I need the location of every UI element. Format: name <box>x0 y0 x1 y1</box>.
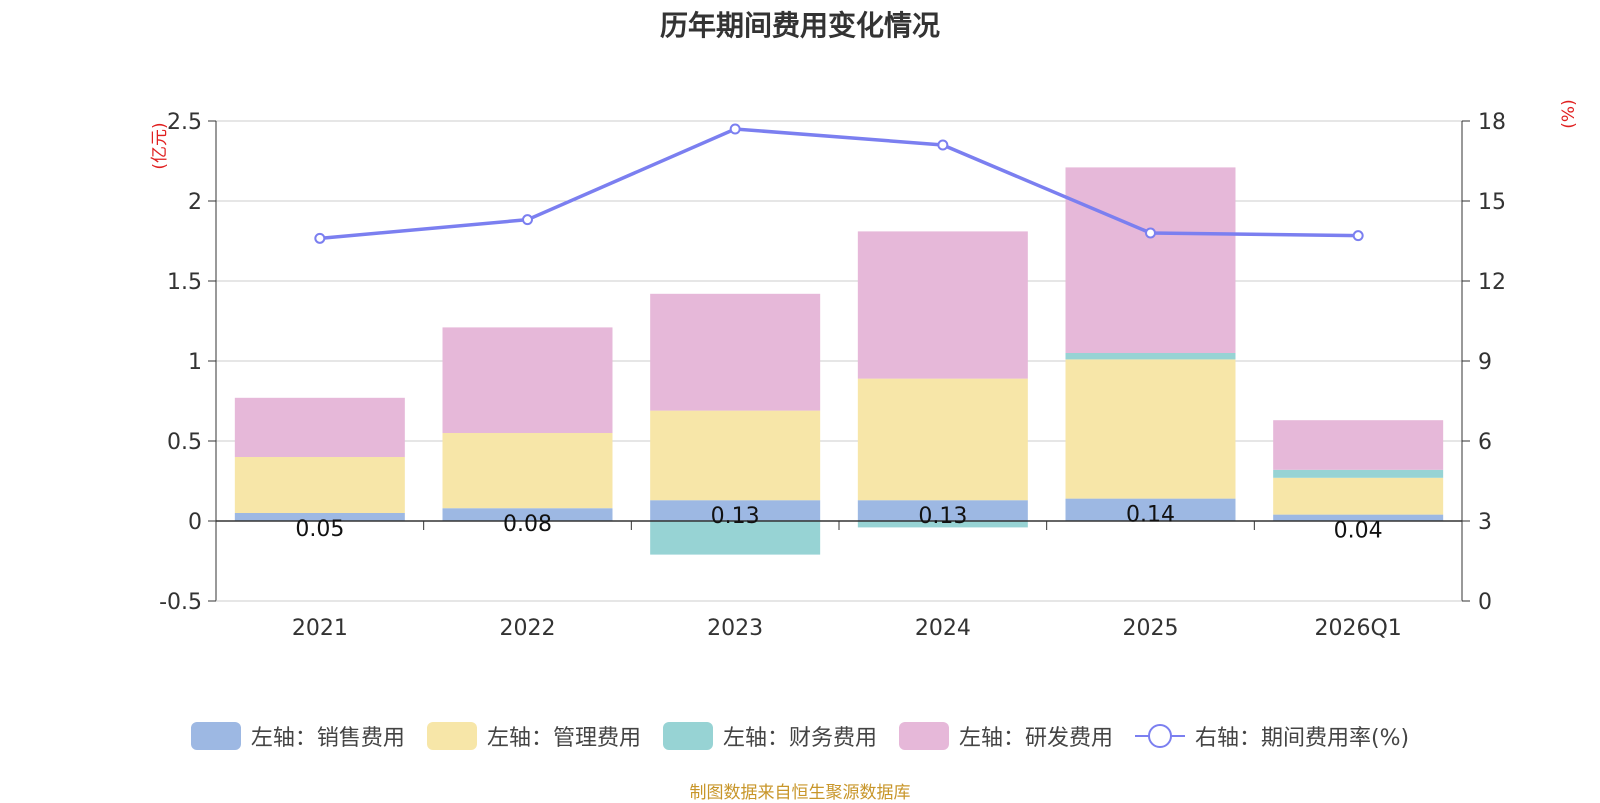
rate-line <box>319 127 1359 241</box>
data-label: 0.13 <box>918 504 967 529</box>
rate-point-2025 <box>1145 227 1156 239</box>
bar-2-2024 <box>857 378 1028 501</box>
rate-point-2023 <box>729 123 741 135</box>
bar-4-2023 <box>650 293 821 411</box>
category-label: 2021 <box>292 616 348 641</box>
legend-swatch-admin <box>426 722 477 750</box>
bar-2-2025 <box>1065 359 1236 499</box>
legend-label-sales: 左轴：销售费用 <box>250 726 405 751</box>
source-note: 制图数据来自恒生聚源数据库 <box>689 783 911 803</box>
right-tick-label: 0 <box>1478 590 1492 615</box>
legend-swatch-sales <box>190 722 241 750</box>
bar-3-2024 <box>857 521 1028 528</box>
left-tick-label: 0.5 <box>167 430 202 455</box>
bar-1-2023 <box>650 500 821 521</box>
bar-2-2021 <box>234 457 405 513</box>
legend-label-finance: 左轴：财务费用 <box>722 726 877 751</box>
right-tick-label: 6 <box>1478 430 1492 455</box>
data-label: 0.04 <box>1334 519 1383 544</box>
bar-4-2021 <box>234 397 405 457</box>
bar-2-2022 <box>442 433 613 509</box>
right-tick-label: 3 <box>1478 510 1492 535</box>
left-tick-label: 1 <box>188 350 202 375</box>
data-label: 0.05 <box>295 517 344 542</box>
bar-4-2026Q1 <box>1273 420 1444 470</box>
rate-point-2022 <box>522 214 533 226</box>
legend-label-admin: 左轴：管理费用 <box>486 726 641 751</box>
bar-2-2026Q1 <box>1273 477 1444 515</box>
bar-1-2022 <box>442 508 613 521</box>
legend-item-finance[interactable]: 左轴：财务费用 <box>662 720 877 752</box>
rate-point-2021 <box>314 232 326 244</box>
right-tick-label: 18 <box>1478 110 1506 135</box>
bar-3-2026Q1 <box>1273 469 1444 478</box>
left-tick-label: 1.5 <box>167 270 202 295</box>
left-axis-label: (亿元) <box>150 122 170 169</box>
left-tick-label: 0 <box>188 510 202 535</box>
legend: 左轴：销售费用 左轴：管理费用 左轴：财务费用 左轴：研发费用 右轴：期间费用率… <box>0 720 1600 752</box>
data-label: 0.14 <box>1126 503 1175 528</box>
rate-point-2024 <box>937 139 949 151</box>
bar-1-2025 <box>1065 498 1236 521</box>
category-label: 2023 <box>707 616 763 641</box>
bar-3-2025 <box>1065 353 1236 360</box>
legend-label-rate: 右轴：期间费用率(%) <box>1194 726 1410 751</box>
bar-3-2023 <box>650 521 821 555</box>
bar-1-2021 <box>234 513 405 521</box>
right-tick-label: 12 <box>1478 270 1506 295</box>
left-tick-label: 2.5 <box>167 110 202 135</box>
data-label: 0.08 <box>503 512 552 537</box>
category-label: 2026Q1 <box>1315 616 1402 641</box>
legend-swatch-rate <box>1134 722 1185 750</box>
bar-2-2023 <box>650 410 821 501</box>
bar-1-2026Q1 <box>1273 514 1444 521</box>
right-axis-label: (%) <box>1559 99 1579 128</box>
left-tick-label: 2 <box>188 190 202 215</box>
data-label: 0.13 <box>711 504 760 529</box>
legend-item-rate[interactable]: 右轴：期间费用率(%) <box>1134 720 1410 752</box>
bar-4-2025 <box>1065 167 1236 353</box>
right-tick-label: 15 <box>1478 190 1506 215</box>
left-tick-label: -0.5 <box>159 590 202 615</box>
legend-item-rnd[interactable]: 左轴：研发费用 <box>898 720 1113 752</box>
legend-item-sales[interactable]: 左轴：销售费用 <box>190 720 405 752</box>
right-tick-label: 9 <box>1478 350 1492 375</box>
legend-item-admin[interactable]: 左轴：管理费用 <box>426 720 641 752</box>
bar-4-2022 <box>442 327 613 433</box>
legend-swatch-rnd <box>898 722 949 750</box>
category-label: 2022 <box>500 616 556 641</box>
bar-4-2024 <box>857 231 1028 379</box>
legend-label-rnd: 左轴：研发费用 <box>958 726 1113 751</box>
legend-swatch-finance <box>662 722 713 750</box>
rate-point-2026Q1 <box>1352 230 1364 242</box>
bar-1-2024 <box>857 500 1028 521</box>
category-label: 2025 <box>1123 616 1179 641</box>
category-label: 2024 <box>915 616 971 641</box>
chart-title: 历年期间费用变化情况 <box>659 9 940 42</box>
